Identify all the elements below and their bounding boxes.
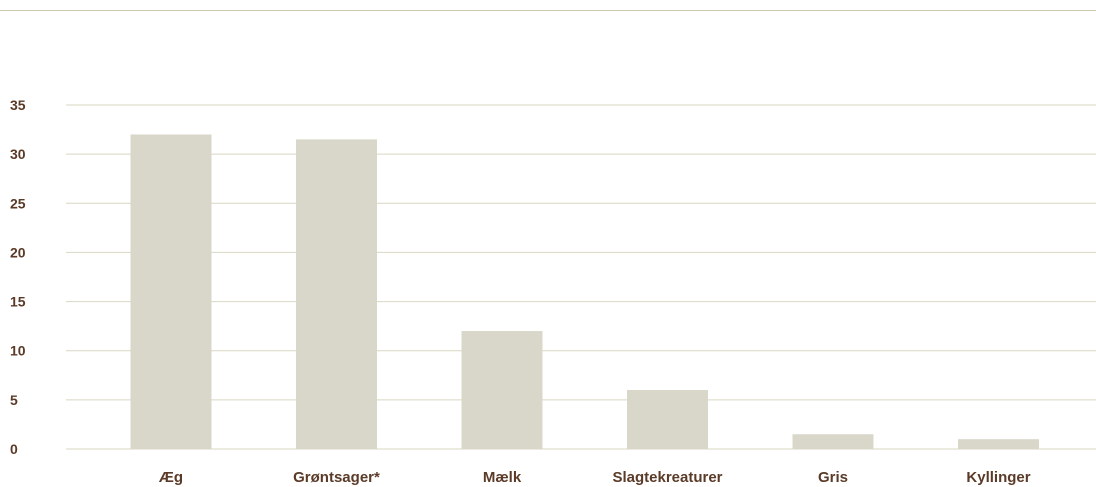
y-tick-label: 10 <box>10 343 26 359</box>
x-category-label: Grøntsager* <box>293 469 380 486</box>
y-tick-label: 15 <box>10 294 26 310</box>
gridlines <box>66 104 1096 450</box>
x-category-label: Slagtekreaturer <box>612 469 722 486</box>
y-tick-label: 5 <box>10 392 18 408</box>
top-divider <box>0 10 1096 11</box>
y-tick-label: 30 <box>10 146 26 162</box>
bars <box>130 134 1039 449</box>
x-axis-labels: Æg Grøntsager* Mælk Slagtekreaturer Gris Kyll… <box>159 469 1031 486</box>
bar-0 <box>130 134 212 449</box>
x-category-label: Gris <box>818 469 848 486</box>
y-tick-label: 20 <box>10 244 26 260</box>
x-category-label: Kyllinger <box>966 469 1030 486</box>
bar-4 <box>792 434 874 449</box>
bar-1 <box>296 139 377 449</box>
y-tick-label: 0 <box>10 441 18 457</box>
bar-2 <box>461 331 543 449</box>
y-tick-label: 25 <box>10 195 26 211</box>
y-axis-ticks: 0 5 10 15 20 25 30 35 <box>10 97 26 457</box>
x-category-label: Æg <box>159 469 183 486</box>
bar-3 <box>627 390 708 449</box>
y-tick-label: 35 <box>10 97 26 113</box>
bar-5 <box>958 439 1039 449</box>
x-category-label: Mælk <box>483 469 522 486</box>
